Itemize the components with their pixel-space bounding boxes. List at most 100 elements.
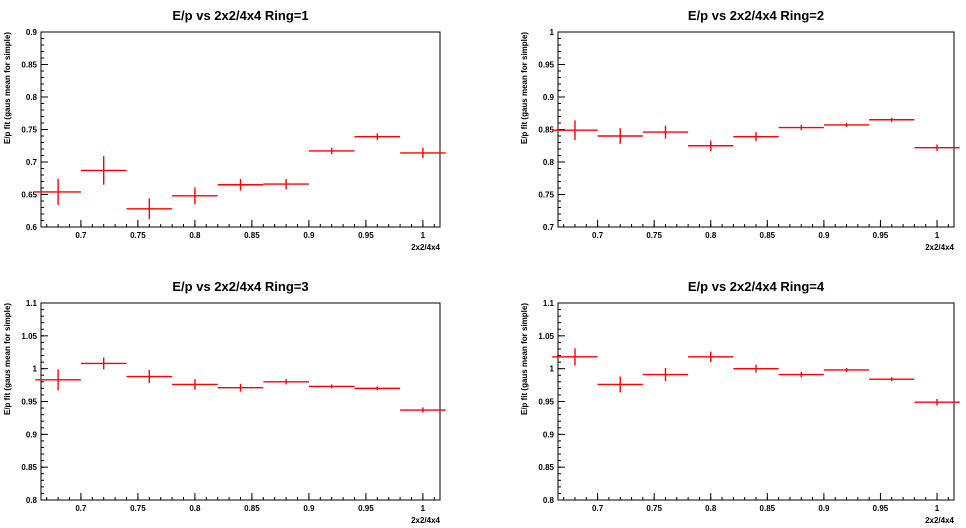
x-tick-label: 0.9	[303, 231, 315, 240]
x-tick-label: 0.9	[303, 504, 315, 513]
y-tick-label: 0.65	[21, 191, 37, 200]
y-tick-label: 0.95	[538, 398, 554, 407]
data-point	[354, 133, 401, 140]
data-series	[552, 348, 960, 406]
x-tick-label: 0.75	[646, 504, 662, 513]
x-tick-label: 0.7	[592, 504, 604, 513]
y-tick-label: 0.95	[538, 61, 554, 70]
chart-panel-3: E/p vs 2x2/4x4 Ring=3 0.7 0.75 0.8 0.85 0.9 0.…	[3, 279, 446, 525]
data-point	[869, 377, 915, 382]
data-point	[354, 386, 401, 391]
data-point	[263, 178, 309, 190]
y-tick-label: 0.85	[538, 463, 554, 472]
chart-title: E/p vs 2x2/4x4 Ring=1	[172, 8, 308, 23]
data-point	[126, 369, 173, 384]
data-point	[869, 117, 915, 122]
data-point	[172, 379, 218, 390]
x-tick-label: 0.75	[130, 504, 146, 513]
chart-title: E/p vs 2x2/4x4 Ring=2	[688, 8, 824, 23]
y-tick-label: 0.75	[21, 126, 37, 135]
x-tick-label: 0.85	[244, 231, 260, 240]
y-tick-label: 0.85	[21, 61, 37, 70]
data-point	[172, 187, 218, 205]
y-tick-label: 1	[33, 365, 38, 374]
x-tick-label: 0.7	[75, 231, 87, 240]
y-tick-label: 0.9	[26, 28, 38, 37]
chart-title: E/p vs 2x2/4x4 Ring=3	[172, 279, 308, 294]
x-tick-label: 0.85	[760, 231, 776, 240]
data-point	[80, 156, 127, 185]
data-point	[688, 140, 734, 151]
y-tick-label: 0.8	[26, 93, 38, 102]
data-point	[308, 147, 355, 155]
y-tick-label: 0.85	[538, 126, 554, 135]
y-tick-label: 0.7	[543, 223, 555, 232]
x-axis-label: 2x2/4x4	[411, 243, 440, 252]
y-tick-label: 0.95	[21, 398, 37, 407]
data-point	[552, 120, 598, 140]
data-point	[642, 368, 689, 382]
x-tick-label: 0.8	[705, 231, 717, 240]
data-point	[823, 368, 870, 372]
data-point	[914, 144, 960, 151]
y-axis-label: E/p fit (gaus mean for simple)	[520, 32, 529, 144]
x-tick-label: 1	[935, 231, 940, 240]
x-tick-label: 0.9	[818, 504, 830, 513]
y-tick-label: 0.85	[21, 463, 37, 472]
y-tick-label: 0.75	[538, 191, 554, 200]
data-series	[35, 357, 446, 413]
y-axis-label: E/p fit (gaus mean for simple)	[3, 32, 12, 144]
y-tick-label: 0.6	[26, 223, 38, 232]
y-tick-label: 1.05	[538, 332, 554, 341]
x-axis-label: 2x2/4x4	[925, 243, 954, 252]
y-tick-label: 0.8	[26, 496, 38, 505]
data-point	[552, 348, 598, 366]
y-tick-label: 1	[550, 365, 555, 374]
data-point	[80, 357, 127, 370]
y-tick-label: 0.7	[26, 158, 38, 167]
y-tick-label: 1.1	[26, 299, 38, 308]
x-tick-label: 0.75	[130, 231, 146, 240]
data-point	[733, 132, 779, 142]
plot-frame	[40, 31, 441, 228]
x-tick-label: 0.9	[818, 231, 830, 240]
data-point	[217, 383, 264, 392]
data-point	[688, 351, 734, 363]
x-axis-label: 2x2/4x4	[411, 516, 440, 525]
x-tick-label: 0.85	[760, 504, 776, 513]
plot-frame	[557, 302, 955, 501]
chart-panel-4: E/p vs 2x2/4x4 Ring=4 0.7 0.75 0.8 0.85 0.9 0.…	[520, 279, 960, 525]
data-point	[263, 379, 309, 385]
y-tick-label: 1.1	[543, 299, 555, 308]
data-point	[35, 178, 81, 205]
x-tick-label: 1	[935, 504, 940, 513]
y-tick-label: 0.8	[543, 158, 555, 167]
y-tick-label: 0.9	[26, 430, 38, 439]
x-tick-label: 0.7	[75, 504, 87, 513]
chart-title: E/p vs 2x2/4x4 Ring=4	[688, 279, 825, 294]
data-point	[308, 384, 355, 389]
data-point	[400, 147, 446, 159]
plot-frame	[40, 302, 441, 501]
x-axis-label: 2x2/4x4	[925, 516, 954, 525]
y-axis-label: E/p fit (gaus mean for simple)	[520, 303, 529, 415]
y-tick-label: 1	[550, 28, 555, 37]
x-tick-label: 0.95	[873, 504, 889, 513]
y-tick-label: 1.05	[21, 332, 37, 341]
x-tick-label: 0.95	[358, 504, 374, 513]
data-series	[552, 117, 960, 151]
x-tick-label: 1	[421, 231, 426, 240]
x-tick-label: 0.95	[358, 231, 374, 240]
data-series	[35, 133, 446, 220]
data-point	[35, 369, 81, 391]
chart-panel-2: E/p vs 2x2/4x4 Ring=2 0.7 0.75 0.8 0.85 0.9 0.…	[520, 8, 960, 252]
y-tick-label: 0.9	[543, 93, 555, 102]
data-point	[823, 123, 870, 127]
x-tick-label: 0.75	[646, 231, 662, 240]
data-point	[733, 364, 779, 373]
x-tick-label: 1	[421, 504, 426, 513]
x-tick-label: 0.8	[189, 231, 201, 240]
x-tick-label: 0.85	[244, 504, 260, 513]
data-point	[642, 125, 689, 139]
